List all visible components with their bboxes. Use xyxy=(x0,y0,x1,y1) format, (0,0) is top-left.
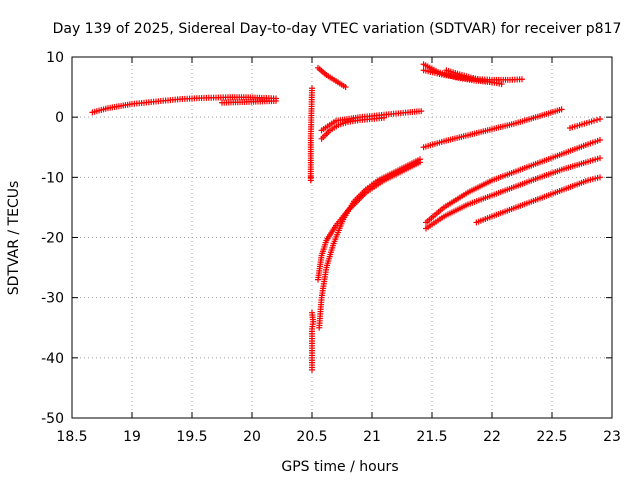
series-arc-8 xyxy=(315,159,423,283)
series-arc-14 xyxy=(423,137,603,226)
axis-ticks: 18.5 19 19.5 20 20.5 21 21.5 22 22.5 23 -50 -40 -30 -… xyxy=(41,50,621,445)
y-axis-label: SDTVAR / TECUs xyxy=(6,181,22,296)
series-arc-12 xyxy=(420,106,565,151)
x-tick-label: 22.5 xyxy=(536,429,567,445)
data-point xyxy=(309,366,315,373)
series-arc-3 xyxy=(315,64,349,91)
data-point xyxy=(489,79,495,86)
x-tick-label: 22 xyxy=(483,429,501,445)
data-point xyxy=(417,159,423,166)
grid xyxy=(72,57,612,418)
data-point xyxy=(591,117,597,124)
data-point xyxy=(597,155,603,162)
series-arc-13 xyxy=(567,115,603,131)
series-arc-7 xyxy=(316,156,423,331)
x-tick-label: 18.5 xyxy=(56,429,87,445)
y-tick-label: -20 xyxy=(41,231,64,247)
series-arc-1 xyxy=(89,94,279,116)
x-tick-label: 21.5 xyxy=(416,429,447,445)
data-point xyxy=(342,84,349,91)
y-tick-label: -40 xyxy=(41,351,64,367)
series-arc-5 xyxy=(318,114,387,142)
x-tick-label: 19 xyxy=(123,429,141,445)
data-point xyxy=(597,137,603,144)
data-point xyxy=(519,76,525,83)
y-tick-label: -30 xyxy=(41,291,64,307)
data-point xyxy=(597,115,603,122)
data-point xyxy=(418,108,425,115)
y-tick-label: -50 xyxy=(41,411,64,427)
chart-title: Day 139 of 2025, Sidereal Day-to-day VTE… xyxy=(53,21,622,37)
series-arc-1b xyxy=(219,97,279,106)
data-point xyxy=(594,116,600,123)
data-point xyxy=(597,174,603,181)
series-arc-6 xyxy=(309,309,317,373)
data-point xyxy=(307,174,314,181)
data-points xyxy=(89,61,603,373)
data-point xyxy=(558,106,565,113)
x-tick-label: 20.5 xyxy=(296,429,327,445)
x-axis-label: GPS time / hours xyxy=(281,459,398,475)
y-tick-label: 10 xyxy=(46,50,64,66)
data-point xyxy=(381,114,387,121)
series-arc-16 xyxy=(473,174,603,226)
y-tick-label: 0 xyxy=(55,110,64,126)
series-arc-11 xyxy=(443,67,495,86)
data-point xyxy=(273,97,279,104)
y-tick-label: -10 xyxy=(41,170,64,186)
x-tick-label: 19.5 xyxy=(176,429,207,445)
series-arc-2 xyxy=(307,85,315,184)
x-tick-label: 23 xyxy=(603,429,621,445)
x-tick-label: 21 xyxy=(363,429,381,445)
series-arc-15 xyxy=(423,155,603,232)
x-tick-label: 20 xyxy=(243,429,261,445)
